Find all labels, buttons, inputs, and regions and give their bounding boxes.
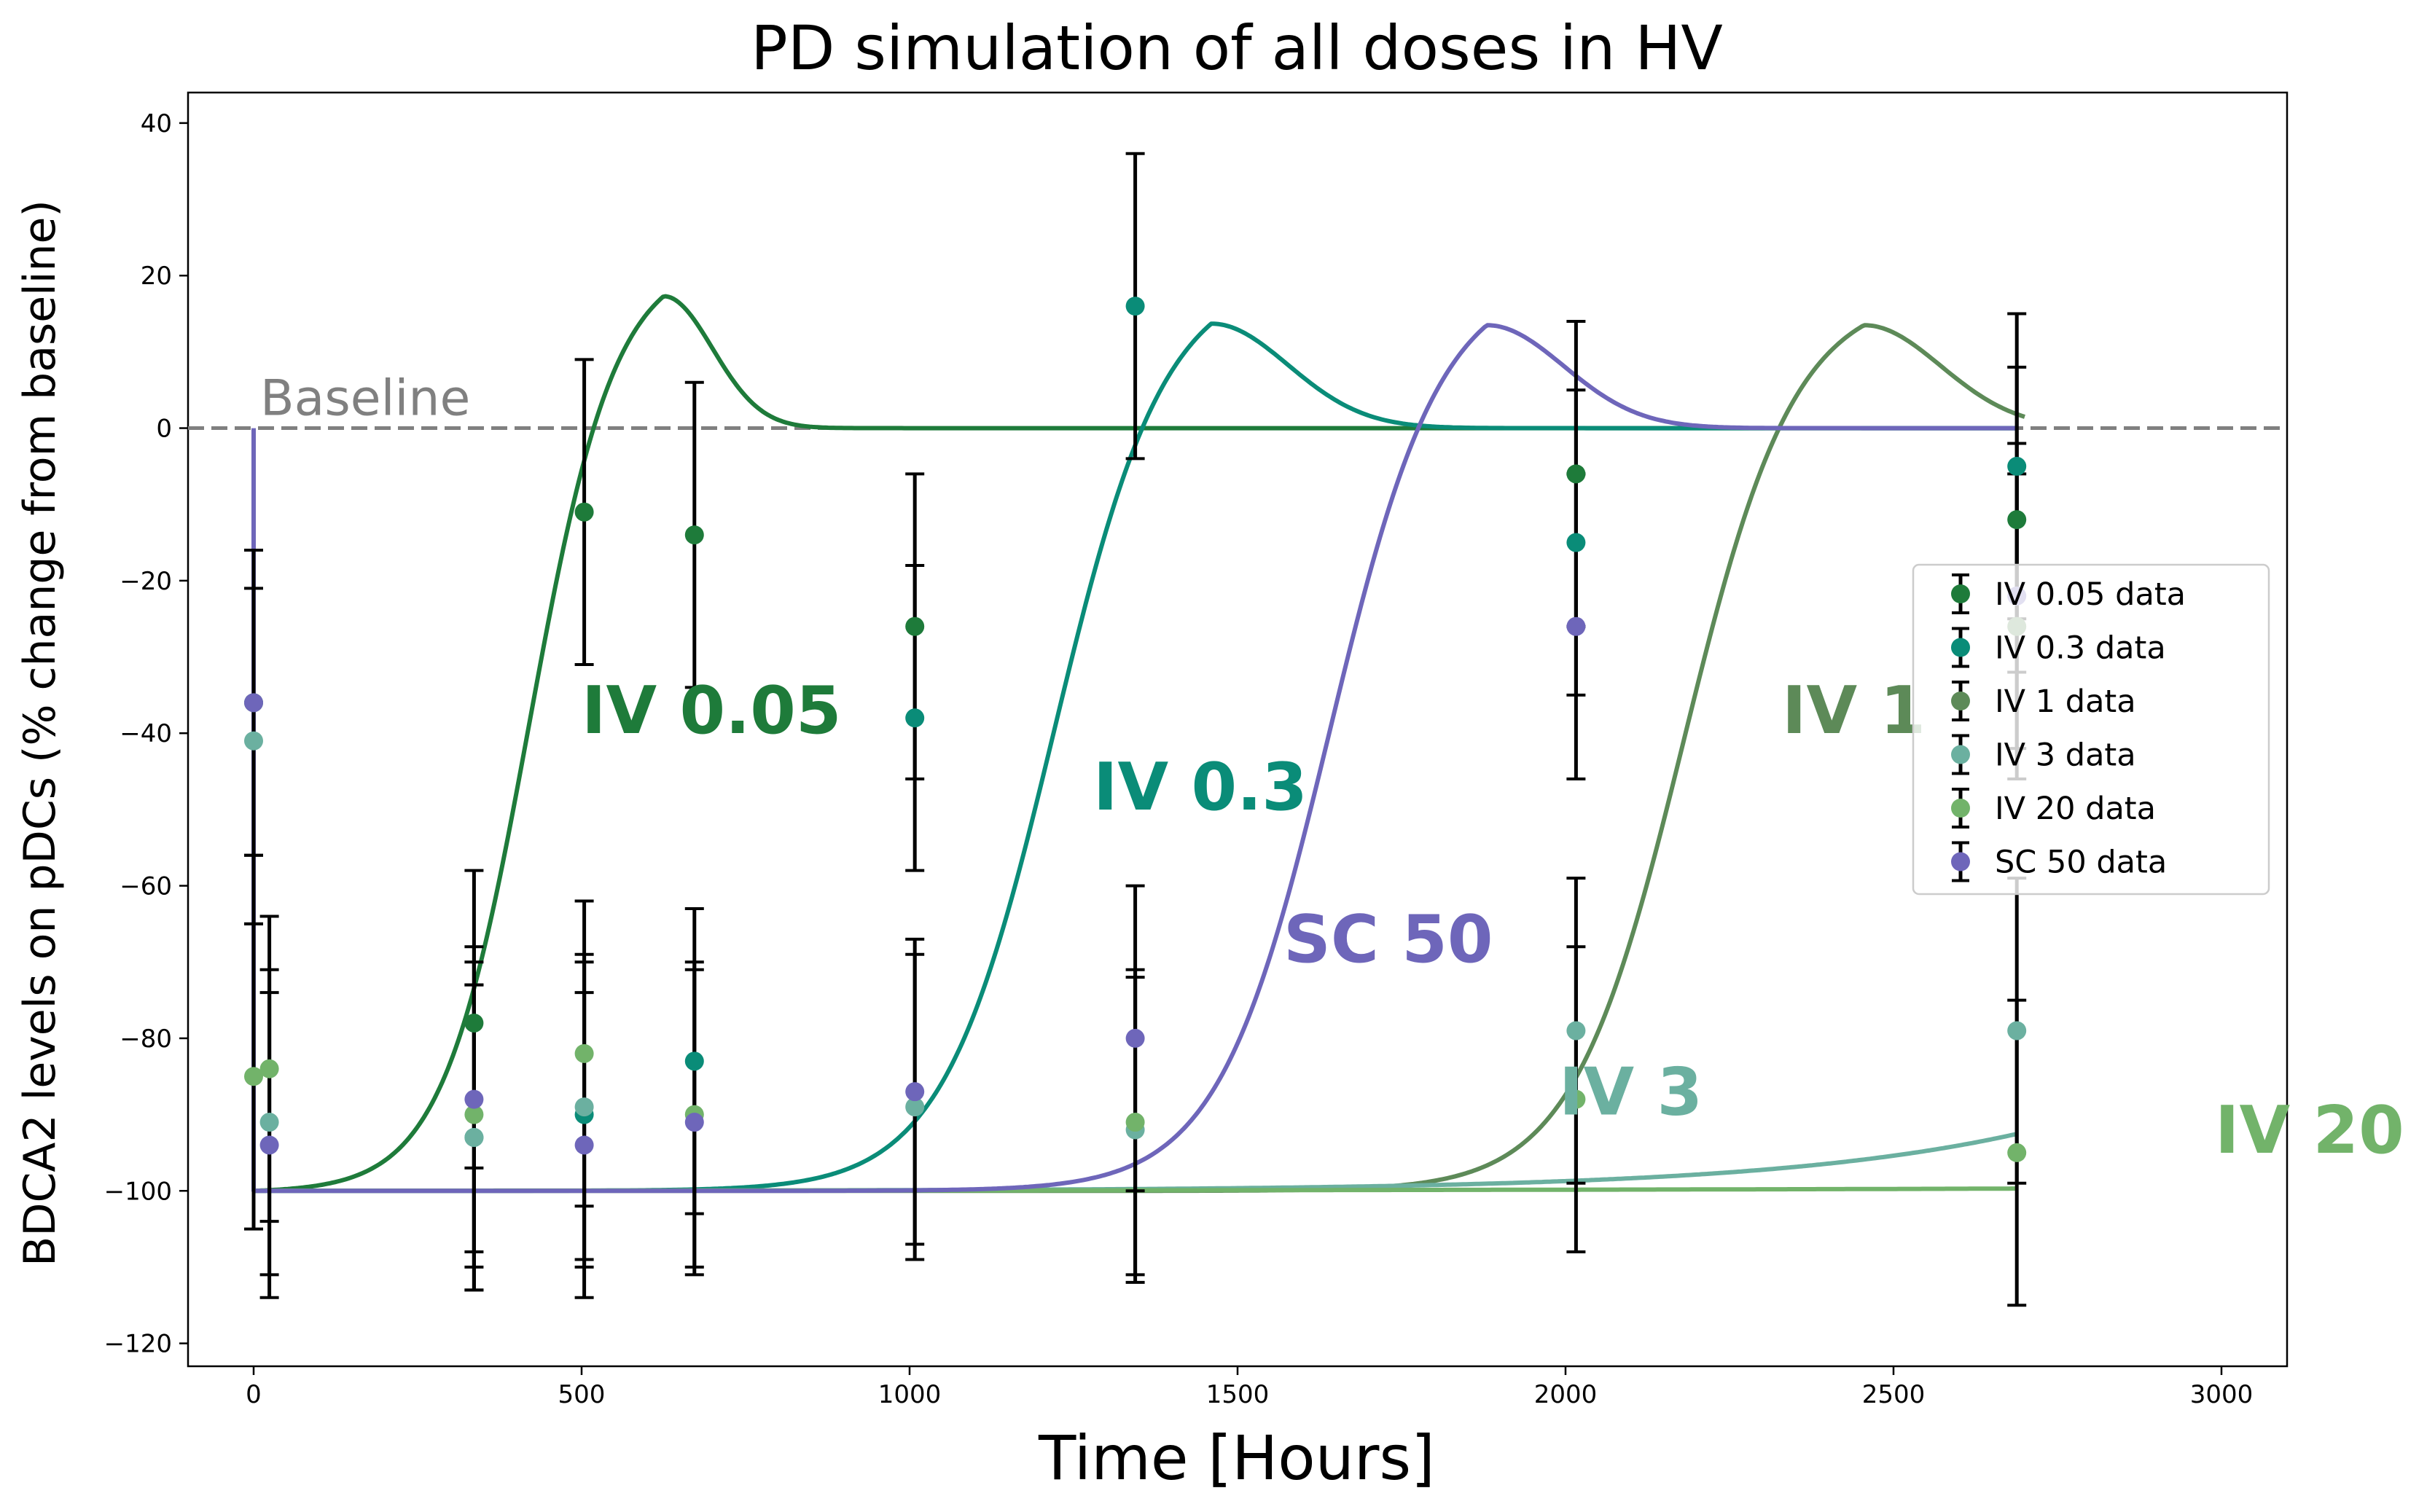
data-point-sc-50 xyxy=(244,693,263,713)
data-point-sc-50 xyxy=(905,1082,925,1102)
data-point-iv-0-05 xyxy=(905,616,925,636)
legend-marker-iv-0-3 xyxy=(1951,638,1970,657)
y-tick-label: −40 xyxy=(120,719,172,748)
model-curve-sc-50 xyxy=(251,323,2018,1194)
y-tick-label: −60 xyxy=(120,872,172,901)
data-point-iv-0-05 xyxy=(464,1013,484,1033)
x-tick-label: 3000 xyxy=(2190,1380,2254,1409)
data-point-iv-0-05 xyxy=(1566,464,1586,484)
data-point-iv-20 xyxy=(1566,1089,1586,1109)
data-point-iv-3 xyxy=(905,1097,925,1117)
data-point-sc-50 xyxy=(684,1113,704,1132)
chart-title: PD simulation of all doses in HV xyxy=(751,12,1723,84)
legend-label-iv-0-3: IV 0.3 data xyxy=(1995,630,2166,667)
y-axis-title: BDCA2 levels on pDCs (% change from base… xyxy=(15,200,66,1266)
x-tick-label: 0 xyxy=(246,1380,262,1409)
y-tick-label: 40 xyxy=(141,109,172,138)
legend-label-iv-3: IV 3 data xyxy=(1995,737,2136,774)
annotation-iv-1: IV 1 xyxy=(1782,673,1926,749)
data-point-iv-3 xyxy=(574,1097,594,1117)
data-point-iv-0-3 xyxy=(2007,456,2027,476)
data-point-iv-0-3 xyxy=(1125,297,1145,316)
x-axis-title: Time [Hours] xyxy=(1038,1422,1435,1494)
data-point-iv-0-3 xyxy=(905,708,925,728)
x-tick-label: 1000 xyxy=(878,1380,942,1409)
x-tick-label: 2000 xyxy=(1534,1380,1598,1409)
legend-label-iv-20: IV 20 data xyxy=(1995,791,2156,827)
plot-area: 0 500 1000 1500 2000 2500 3000 −120 −100 −80 −60 −4… xyxy=(104,91,2404,1409)
data-point-iv-20 xyxy=(244,1067,263,1086)
y-tick-label: 0 xyxy=(156,415,172,444)
data-point-iv-0-05 xyxy=(574,502,594,522)
y-tick-label: −20 xyxy=(120,567,172,596)
y-tick-label: 20 xyxy=(141,262,172,291)
legend-label-iv-0-05: IV 0.05 data xyxy=(1995,576,2186,613)
legend-label-iv-1: IV 1 data xyxy=(1995,683,2136,720)
y-tick-label: −100 xyxy=(104,1177,172,1206)
x-tick-label: 2500 xyxy=(1862,1380,1926,1409)
legend-marker-iv-1 xyxy=(1951,692,1970,710)
legend-label-sc-50: SC 50 data xyxy=(1995,845,2167,881)
annotation-iv-0-3: IV 0.3 xyxy=(1093,749,1308,826)
legend-marker-iv-3 xyxy=(1951,745,1970,764)
data-point-iv-3 xyxy=(464,1127,484,1147)
data-point-iv-3 xyxy=(259,1113,279,1132)
data-point-iv-20 xyxy=(2007,1143,2027,1162)
data-point-iv-20 xyxy=(574,1043,594,1063)
annotation-iv-20: IV 20 xyxy=(2215,1092,2404,1169)
y-tick-label: −120 xyxy=(104,1330,172,1359)
data-point-iv-0-3 xyxy=(1566,533,1586,552)
data-point-sc-50 xyxy=(464,1089,484,1109)
x-tick-label: 500 xyxy=(558,1380,606,1409)
annotation-iv-0-05: IV 0.05 xyxy=(582,673,842,749)
legend-marker-iv-20 xyxy=(1951,799,1970,818)
legend-marker-iv-0-05 xyxy=(1951,584,1970,603)
data-point-iv-3 xyxy=(244,731,263,751)
legend-marker-sc-50 xyxy=(1951,852,1970,871)
data-point-sc-50 xyxy=(1566,616,1586,636)
data-point-iv-0-05 xyxy=(2007,510,2027,530)
data-point-sc-50 xyxy=(259,1135,279,1155)
legend-box xyxy=(1912,563,2270,896)
data-point-iv-20 xyxy=(1125,1113,1145,1132)
data-point-iv-20 xyxy=(259,1059,279,1078)
annotation-sc-50: SC 50 xyxy=(1283,901,1493,978)
baseline-label: Baseline xyxy=(260,370,470,428)
x-tick-label: 1500 xyxy=(1206,1380,1270,1409)
data-point-iv-0-05 xyxy=(684,525,704,545)
y-tick-label: −80 xyxy=(120,1025,172,1054)
data-point-sc-50 xyxy=(1125,1028,1145,1048)
data-point-sc-50 xyxy=(574,1135,594,1155)
data-point-iv-20 xyxy=(464,1105,484,1124)
data-point-iv-0-3 xyxy=(684,1051,704,1071)
data-point-iv-3 xyxy=(1566,1021,1586,1041)
data-point-iv-3 xyxy=(2007,1021,2027,1041)
annotation-iv-3: IV 3 xyxy=(1559,1054,1703,1131)
